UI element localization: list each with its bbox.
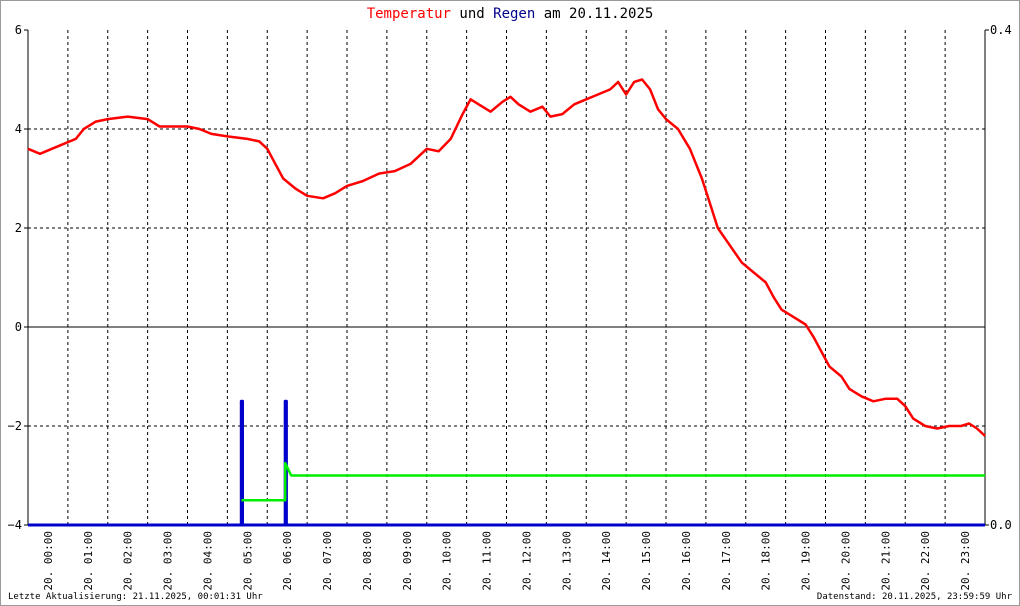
x-tick-label: 20. 23:00 bbox=[959, 531, 972, 591]
x-tick-label: 20. 19:00 bbox=[800, 531, 813, 591]
title-rain: Regen bbox=[493, 6, 535, 22]
x-tick-label: 20. 14:00 bbox=[600, 531, 613, 591]
x-tick-label: 20. 11:00 bbox=[481, 531, 494, 591]
x-tick-label: 20. 03:00 bbox=[162, 531, 175, 591]
tick-labels: 6 4 2 0 −2 −4 0.4 0.0 20. 00:00 20. 01:00 20. 02:0… bbox=[8, 23, 1012, 591]
x-tick-label: 20. 22:00 bbox=[919, 531, 932, 591]
x-tick-label: 20. 08:00 bbox=[361, 531, 374, 591]
left-tick-label: −2 bbox=[8, 419, 22, 433]
x-tick-label: 20. 07:00 bbox=[321, 531, 334, 591]
x-tick-label: 20. 04:00 bbox=[201, 531, 214, 591]
title-and: und bbox=[451, 6, 493, 22]
temperature-line bbox=[27, 78, 986, 437]
series-layer bbox=[27, 78, 986, 527]
x-tick-label: 20. 17:00 bbox=[720, 531, 733, 591]
left-tick-label: −4 bbox=[8, 518, 22, 532]
x-tick-label: 20. 16:00 bbox=[680, 531, 693, 591]
x-tick-label: 20. 00:00 bbox=[42, 531, 55, 591]
rain-sum-line bbox=[241, 461, 985, 502]
x-tick-label: 20. 13:00 bbox=[560, 531, 573, 591]
left-tick-label: 6 bbox=[15, 23, 22, 37]
x-tick-label: 20. 09:00 bbox=[401, 531, 414, 591]
x-tick-label: 20. 20:00 bbox=[839, 531, 852, 591]
right-tick-label: 0.0 bbox=[990, 518, 1012, 532]
chart-title: Temperatur und Regen am 20.11.2025 bbox=[367, 6, 654, 22]
x-tick-label: 20. 05:00 bbox=[241, 531, 254, 591]
x-tick-label: 20. 21:00 bbox=[879, 531, 892, 591]
title-date: am 20.11.2025 bbox=[535, 6, 653, 22]
left-tick-label: 4 bbox=[15, 122, 22, 136]
title-temperature: Temperatur bbox=[367, 6, 451, 22]
x-tick-label: 20. 18:00 bbox=[760, 531, 773, 591]
left-tick-label: 0 bbox=[15, 320, 22, 334]
x-tick-label: 20. 15:00 bbox=[640, 531, 653, 591]
footer-last-update: Letzte Aktualisierung: 21.11.2025, 00:01… bbox=[8, 592, 263, 602]
x-tick-label: 20. 02:00 bbox=[122, 531, 135, 591]
x-tick-label: 20. 06:00 bbox=[281, 531, 294, 591]
right-tick-label: 0.4 bbox=[990, 23, 1012, 37]
x-tick-label: 20. 12:00 bbox=[520, 531, 533, 591]
x-tick-label: 20. 01:00 bbox=[82, 531, 95, 591]
grid bbox=[28, 30, 985, 525]
footer-data-status: Datenstand: 20.11.2025, 23:59:59 Uhr bbox=[816, 592, 1012, 602]
left-tick-label: 2 bbox=[15, 221, 22, 235]
x-tick-label: 20. 10:00 bbox=[441, 531, 454, 591]
